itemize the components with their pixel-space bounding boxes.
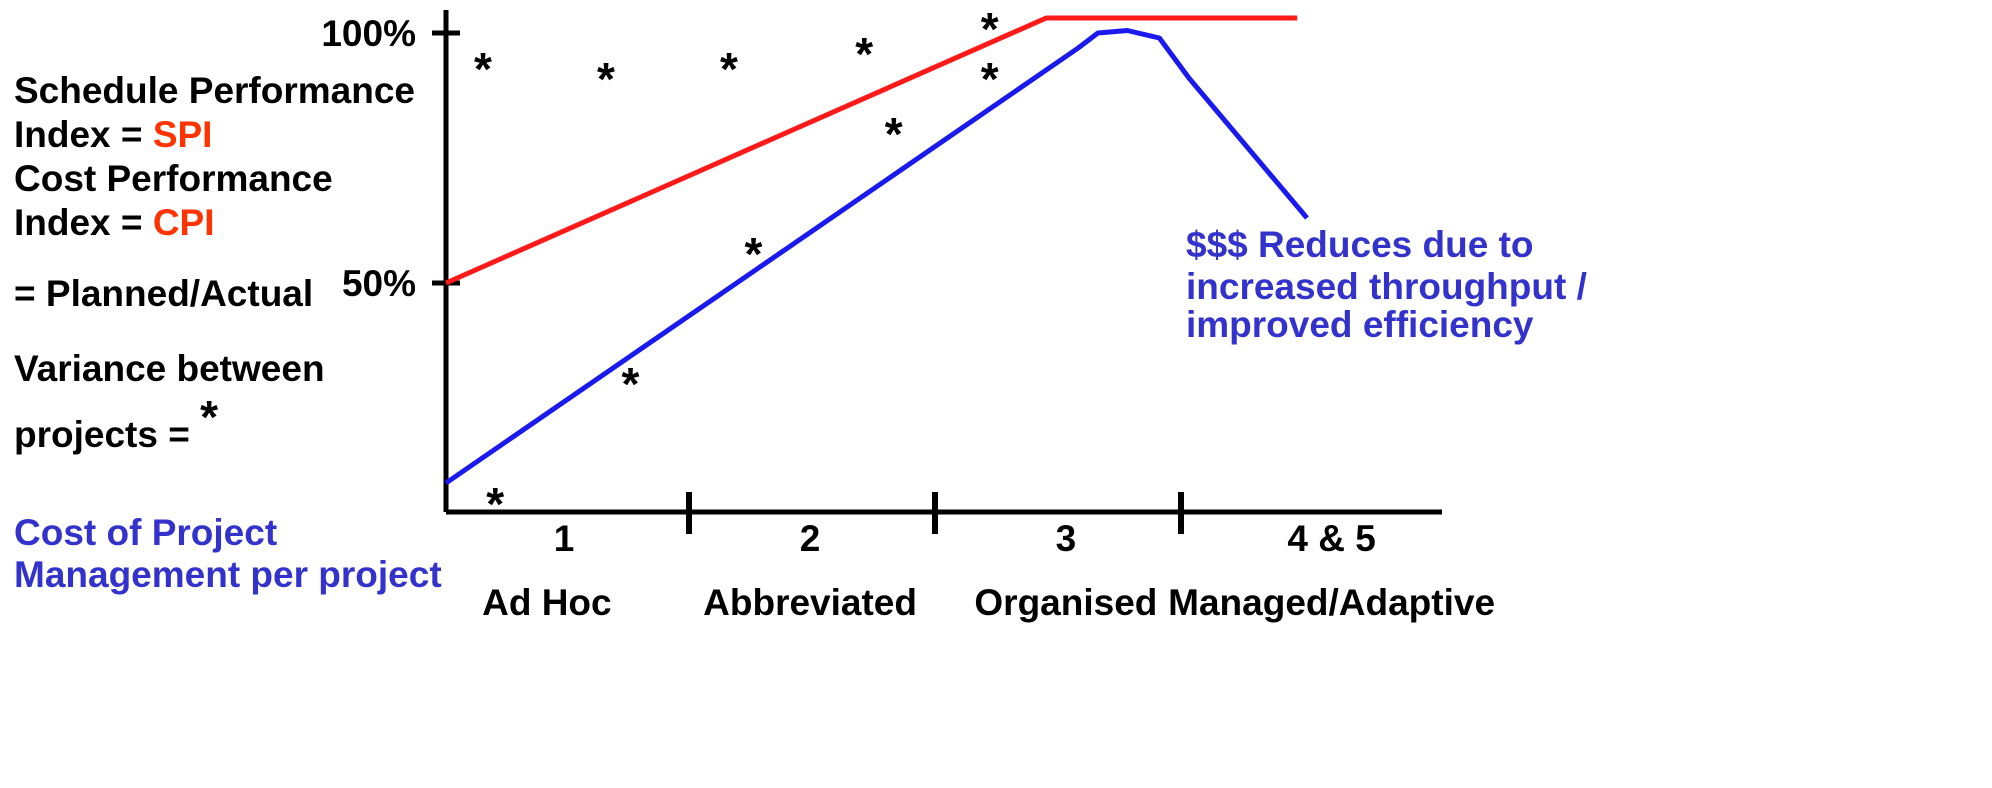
x-tick-name: Ad Hoc <box>482 582 612 623</box>
variance-point: * <box>885 108 903 160</box>
cpi-label-line2: Index = CPI <box>14 204 215 241</box>
x-tick-number: 4 & 5 <box>1287 518 1375 559</box>
cost-label-line1: Cost of Project <box>14 512 278 553</box>
annotation-line2: increased throughput / <box>1186 266 1587 307</box>
variance-point: * <box>622 358 640 410</box>
x-tick-name: Abbreviated <box>703 582 917 623</box>
cpi-label-line1: Cost Performance <box>14 158 333 199</box>
variance-point: * <box>474 43 492 95</box>
variance-point: * <box>981 3 999 55</box>
cpi-abbrev: CPI <box>152 202 215 243</box>
variance-point: * <box>745 228 763 280</box>
performance_index-line <box>444 15 1298 286</box>
x-tick-name: Organised <box>974 582 1157 623</box>
cpi-prefix: Index = <box>14 202 153 243</box>
x-tick-number: 1 <box>554 518 575 559</box>
variance-point: * <box>597 53 615 105</box>
cost-label-line2: Management per project <box>14 554 442 595</box>
annotation-line3: improved efficiency <box>1186 304 1534 345</box>
spi-prefix: Index = <box>14 114 153 155</box>
spi-label-line2: Index = SPI <box>14 116 212 153</box>
spi-label-line1: Schedule Performance <box>14 70 415 111</box>
variance-point: * <box>486 478 504 530</box>
cost_per_project-line <box>444 28 1309 486</box>
y-tick-label: 50% <box>342 263 416 304</box>
variance-point: * <box>981 53 999 105</box>
x-tick-number: 3 <box>1056 518 1077 559</box>
x-tick-name: Managed/Adaptive <box>1168 582 1495 623</box>
variance-label-line1: Variance between <box>14 348 325 389</box>
ratio-label: = Planned/Actual <box>14 273 314 314</box>
variance-point: * <box>855 28 873 80</box>
annotation-line1: $$$ Reduces due to <box>1186 224 1534 265</box>
x-tick-number: 2 <box>800 518 821 559</box>
variance-prefix: projects = <box>14 414 201 455</box>
variance-point: * <box>720 43 738 95</box>
variance-symbol: * <box>200 391 219 443</box>
spi-abbrev: SPI <box>152 114 213 155</box>
y-tick-label: 100% <box>321 13 416 54</box>
variance-label-line2: projects = * <box>14 394 218 455</box>
